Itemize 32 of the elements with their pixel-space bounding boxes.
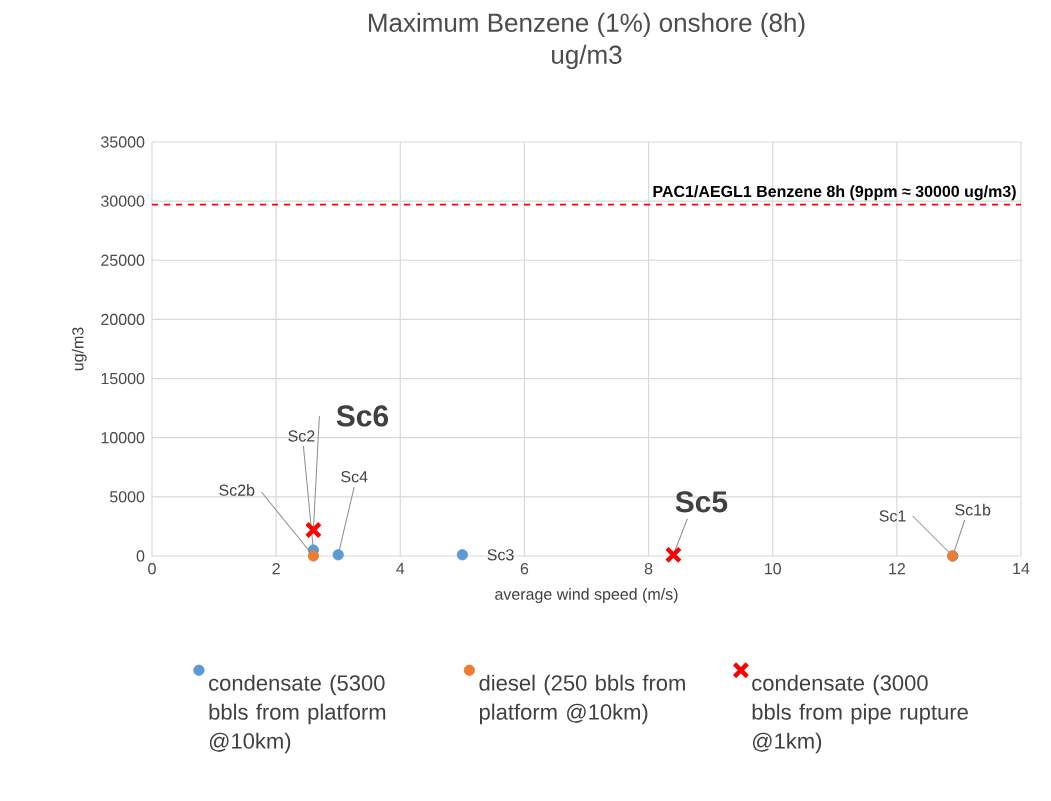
y-tick-label: 15000 xyxy=(101,372,145,385)
x-tick-label: 6 xyxy=(520,563,529,575)
legend-label: condensate (5300 bbls from platform @10km) xyxy=(209,674,386,754)
legend-label: diesel (250 bbls from platform @10km) xyxy=(479,674,685,725)
y-axis-title: ug/m3 xyxy=(71,327,87,371)
annotation: Sc1b xyxy=(955,503,991,516)
x-tick-label: 10 xyxy=(765,563,781,575)
y-tick-label: 30000 xyxy=(101,195,145,207)
annotation: Sc3 xyxy=(487,549,514,561)
y-tick-label: 5000 xyxy=(109,491,145,503)
annotation: Sc2b xyxy=(219,484,255,496)
y-tick-label: 20000 xyxy=(101,313,145,326)
x-tick-label: 14 xyxy=(1013,563,1030,575)
ref-line-label: PAC1/AEGL1 Benzene 8h (9ppm ≈ 30000 ug/m3) xyxy=(653,185,1016,201)
annotation: Sc5 xyxy=(675,491,728,513)
y-tick-label: 10000 xyxy=(101,432,145,444)
x-tick-label: 2 xyxy=(272,563,280,575)
y-tick-label: 25000 xyxy=(101,254,145,266)
annotation: Sc1 xyxy=(879,510,906,522)
x-tick-label: 4 xyxy=(396,563,405,575)
y-tick-label: 0 xyxy=(136,550,145,562)
y-tick-label: 35000 xyxy=(101,136,145,148)
x-tick-label: 8 xyxy=(644,563,653,575)
annotation: Sc4 xyxy=(341,471,368,483)
x-tick-label: 12 xyxy=(889,563,905,575)
x-axis-title: average wind speed (m/s) xyxy=(495,588,678,604)
x-tick-label: 0 xyxy=(148,563,156,575)
annotation: Sc2 xyxy=(288,430,315,442)
annotation: Sc6 xyxy=(336,405,389,427)
chart-title: Maximum Benzene (1%) onshore (8h) xyxy=(368,12,805,38)
chart-subtitle: ug/m3 xyxy=(552,44,622,70)
legend-label: condensate (3000 bbls from pipe rupture @1km) xyxy=(752,674,968,754)
